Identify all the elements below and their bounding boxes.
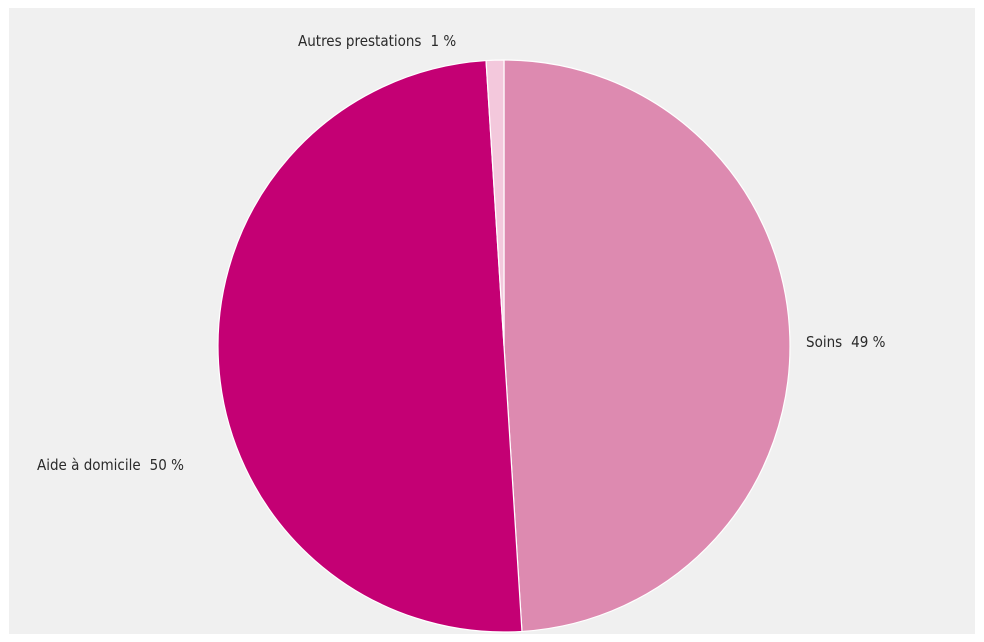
pie-chart-panel: Soins 49 % Aide à domicile 50 % Autres pre… — [9, 8, 975, 634]
pie-slices — [217, 59, 791, 633]
slice-label-soins-value: 49 % — [851, 333, 885, 351]
slice-label-aide-a-domicile: Aide à domicile 50 % — [37, 456, 184, 474]
slice-label-autres-value: 1 % — [430, 32, 456, 50]
slice-label-autres-name: Autres prestations — [298, 32, 421, 50]
pie-slice-autres-prestations — [485, 59, 505, 347]
slice-label-soins: Soins 49 % — [806, 333, 886, 351]
slice-label-autres-prestations: Autres prestations 1 % — [298, 32, 456, 50]
slice-label-aide-value: 50 % — [150, 456, 184, 474]
pie-labels: Soins 49 % Aide à domicile 50 % Autres pre… — [37, 32, 886, 474]
pie-slice-soins — [503, 59, 791, 633]
slice-label-aide-name: Aide à domicile — [37, 456, 141, 474]
slice-label-soins-name: Soins — [806, 333, 842, 351]
pie-slice-aide-a-domicile — [217, 59, 523, 633]
pie-chart: Soins 49 % Aide à domicile 50 % Autres pre… — [37, 32, 886, 633]
